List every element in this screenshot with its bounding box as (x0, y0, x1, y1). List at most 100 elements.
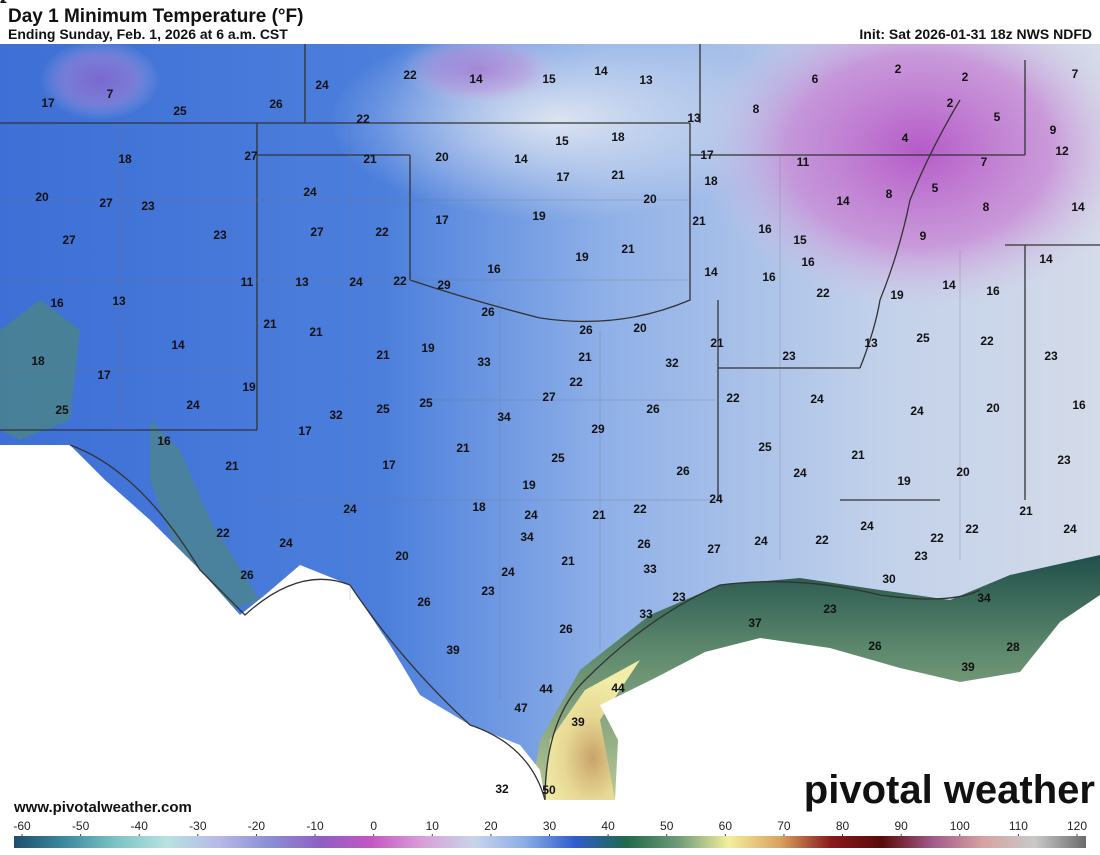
temp-label: 24 (349, 275, 363, 289)
temp-label: 16 (157, 434, 171, 448)
init-time: Init: Sat 2026-01-31 18z NWS NDFD (859, 26, 1092, 42)
temp-label: 33 (477, 355, 491, 369)
subtitle: Ending Sunday, Feb. 1, 2026 at 6 a.m. CS… (8, 26, 288, 42)
temp-label: 23 (914, 549, 928, 563)
temp-label: 15 (555, 134, 569, 148)
colorbar-tick-label: -10 (306, 819, 324, 833)
temp-label: 42 (0, 0, 7, 6)
temp-label: 47 (514, 701, 528, 715)
temp-label: 19 (575, 250, 589, 264)
temp-label: 24 (860, 519, 874, 533)
temp-label: 25 (173, 104, 187, 118)
temp-label: 34 (520, 530, 534, 544)
header-bg (0, 0, 1100, 44)
temp-label: 14 (1071, 200, 1085, 214)
temp-label: 26 (417, 595, 431, 609)
temp-label: 16 (1072, 398, 1086, 412)
temp-label: 12 (1055, 144, 1069, 158)
temp-label: 13 (687, 111, 701, 125)
temp-label: 27 (310, 225, 324, 239)
title: Day 1 Minimum Temperature (°F) (8, 6, 303, 27)
temp-label: 24 (754, 534, 768, 548)
temp-label: 26 (868, 639, 882, 653)
site-url: www.pivotalweather.com (13, 799, 192, 816)
temp-label: 21 (561, 554, 575, 568)
temp-label: 26 (240, 568, 254, 582)
colorbar-tick-label: -60 (13, 819, 31, 833)
temp-label: 28 (1006, 640, 1020, 654)
temp-label: 18 (611, 130, 625, 144)
temp-label: 21 (456, 441, 470, 455)
temp-label: 19 (890, 288, 904, 302)
temp-label: 27 (99, 196, 113, 210)
temp-label: 24 (501, 565, 515, 579)
temp-label: 21 (1019, 504, 1033, 518)
temp-label: 16 (487, 262, 501, 276)
colorbar-tick-label: 70 (777, 819, 791, 833)
temp-label: 22 (633, 502, 647, 516)
temp-label: 27 (542, 390, 556, 404)
temp-label: 26 (676, 464, 690, 478)
temp-label: 19 (421, 341, 435, 355)
temp-label: 26 (646, 402, 660, 416)
temp-label: 26 (481, 305, 495, 319)
temp-label: 25 (551, 451, 565, 465)
temp-label: 20 (956, 465, 970, 479)
temp-label: 21 (225, 459, 239, 473)
temp-label: 22 (815, 533, 829, 547)
temp-label: 14 (836, 194, 850, 208)
temp-label: 23 (213, 228, 227, 242)
temp-label: 21 (611, 168, 625, 182)
colorbar: -60 -50 -40 -30 -20 -10 0 10 20 30 40 50 60 70 80 90 100… (13, 819, 1087, 848)
temp-label: 24 (793, 466, 807, 480)
temp-label: 24 (279, 536, 293, 550)
temp-label: 17 (382, 458, 396, 472)
temp-label: 16 (762, 270, 776, 284)
temp-label: 16 (758, 222, 772, 236)
temp-label: 18 (704, 174, 718, 188)
temp-label: 5 (932, 181, 939, 195)
temp-label: 22 (726, 391, 740, 405)
temp-label: 50 (542, 783, 556, 797)
temp-label: 23 (1057, 453, 1071, 467)
colorbar-tick-label: 90 (894, 819, 908, 833)
temp-label: 2 (895, 62, 902, 76)
temp-label: 25 (376, 402, 390, 416)
temp-label: 23 (141, 199, 155, 213)
temp-label: 15 (793, 233, 807, 247)
temp-label: 27 (244, 149, 258, 163)
temp-label: 44 (611, 681, 625, 695)
temp-label: 11 (241, 275, 254, 289)
temp-label: 21 (621, 242, 635, 256)
temp-label: 14 (594, 64, 608, 78)
temp-label: 24 (910, 404, 924, 418)
temp-label: 14 (1039, 252, 1053, 266)
temp-label: 44 (539, 682, 553, 696)
temp-label: 25 (419, 396, 433, 410)
temp-label: 17 (298, 424, 312, 438)
temp-label: 20 (395, 549, 409, 563)
temp-label: 24 (810, 392, 824, 406)
temp-label: 30 (882, 572, 896, 586)
temp-label: 17 (97, 368, 111, 382)
temp-label: 14 (514, 152, 528, 166)
temp-label: 39 (571, 715, 585, 729)
temp-label: 21 (710, 336, 724, 350)
map (0, 0, 1100, 816)
colorbar-tick-label: -30 (189, 819, 207, 833)
temp-label: 26 (637, 537, 651, 551)
temp-label: 16 (986, 284, 1000, 298)
temp-label: 9 (920, 229, 927, 243)
colorbar-tick-label: 20 (484, 819, 498, 833)
temp-label: 17 (556, 170, 570, 184)
temp-label: 8 (886, 187, 893, 201)
temp-label: 14 (942, 278, 956, 292)
colorbar-tick-label: 120 (1067, 819, 1087, 833)
temp-label: 24 (303, 185, 317, 199)
temp-label: 19 (532, 209, 546, 223)
temp-label: 25 (55, 403, 69, 417)
colorbar-tick-label: 30 (543, 819, 557, 833)
temp-label: 2 (947, 96, 954, 110)
colorbar-tick-label: -20 (248, 819, 266, 833)
temp-label: 14 (171, 338, 185, 352)
